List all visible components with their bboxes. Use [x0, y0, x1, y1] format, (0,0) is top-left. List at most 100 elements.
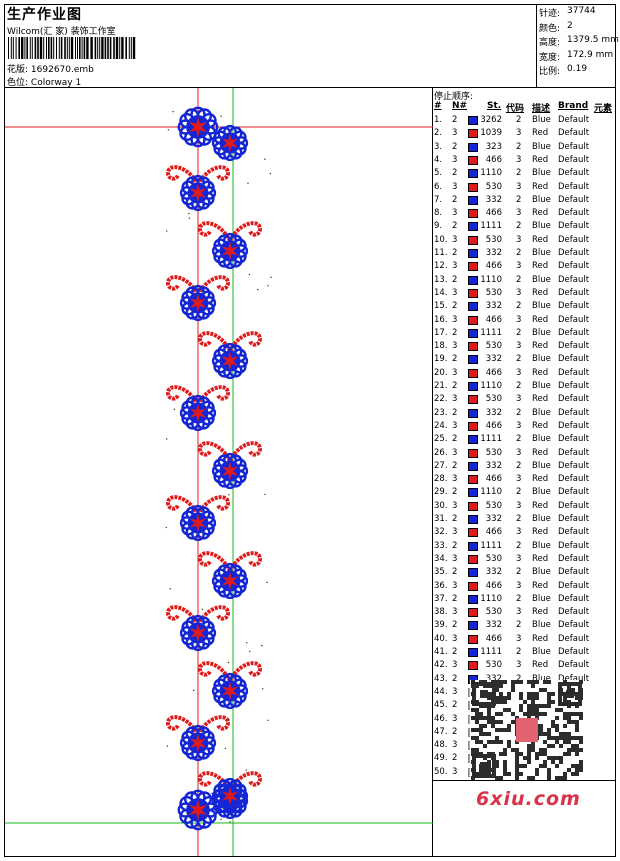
- row-needle: 2: [452, 194, 458, 205]
- table-row: 41. 2 1111 2 Blue Default: [432, 646, 616, 659]
- row-description: Blue: [532, 540, 551, 551]
- flower-motif-icon: [177, 789, 219, 831]
- row-brand: Default: [558, 420, 590, 431]
- row-number: 28.: [434, 474, 448, 485]
- stat-row: 针迹: 37744: [539, 6, 596, 19]
- row-brand: Default: [558, 301, 590, 312]
- row-number: 47.: [434, 726, 448, 737]
- row-number: 23.: [434, 407, 448, 418]
- row-brand: Default: [558, 394, 590, 405]
- table-row: 28. 3 466 3 Red Default: [432, 473, 616, 486]
- row-needle: 3: [452, 261, 458, 272]
- row-needle: 2: [452, 381, 458, 391]
- stat-label: 颜色:: [539, 23, 561, 34]
- row-stitches: 1111: [480, 540, 502, 551]
- row-description: Red: [532, 660, 549, 671]
- paisley-motif-icon: [197, 441, 263, 463]
- page-title: 生产作业图: [7, 7, 82, 23]
- row-code: 2: [516, 221, 522, 232]
- row-number: 24.: [434, 420, 448, 431]
- table-row: 6. 3 530 3 Red Default: [432, 181, 616, 194]
- table-row: 10. 3 530 3 Red Default: [432, 234, 616, 247]
- row-stitches: 530: [485, 660, 502, 671]
- color-swatch: [468, 275, 478, 285]
- color-swatch: [468, 222, 478, 232]
- row-brand: Default: [558, 673, 590, 684]
- row-stitches: 530: [485, 181, 502, 192]
- row-needle: 2: [452, 647, 458, 657]
- table-row: 14. 3 530 3 Red Default: [432, 287, 616, 300]
- row-needle: 2: [452, 673, 458, 684]
- row-description: Red: [532, 474, 549, 485]
- row-brand: Default: [558, 248, 590, 258]
- row-number: 6.: [434, 181, 443, 192]
- color-swatch: [468, 461, 478, 471]
- row-code: 2: [516, 354, 522, 365]
- header-divider: [4, 87, 616, 88]
- col-header-no: #: [434, 101, 442, 111]
- row-code: 3: [516, 447, 522, 458]
- table-row: 24. 3 466 3 Red Default: [432, 420, 616, 433]
- paisley-motif-icon: [165, 165, 231, 187]
- row-brand: Default: [558, 434, 590, 445]
- row-description: Red: [532, 208, 549, 219]
- color-swatch: [468, 209, 478, 219]
- row-number: 37.: [434, 593, 448, 604]
- stat-row: 宽度: 172.9 mm: [539, 50, 613, 63]
- row-description: Blue: [532, 620, 551, 631]
- row-description: Blue: [532, 407, 551, 418]
- stat-value: 37744: [567, 6, 596, 16]
- colorway-value: Colorway 1: [30, 78, 82, 88]
- color-swatch: [468, 488, 478, 498]
- row-stitches: 332: [485, 407, 502, 418]
- color-swatch: [468, 554, 478, 564]
- row-number: 43.: [434, 673, 448, 684]
- row-brand: Default: [558, 553, 590, 564]
- table-row: 16. 3 466 3 Red Default: [432, 314, 616, 327]
- row-description: Red: [532, 367, 549, 378]
- row-code: 3: [516, 287, 522, 298]
- row-brand: Default: [558, 660, 590, 671]
- paisley-motif-icon: [197, 221, 263, 243]
- color-swatch: [468, 501, 478, 511]
- row-stitches: 332: [485, 248, 502, 258]
- color-swatch: [468, 182, 478, 192]
- table-row: 26. 3 530 3 Red Default: [432, 447, 616, 460]
- row-brand: Default: [558, 633, 590, 644]
- row-description: Blue: [532, 194, 551, 205]
- row-brand: Default: [558, 341, 590, 352]
- row-number: 49.: [434, 753, 448, 764]
- row-description: Blue: [532, 115, 551, 125]
- row-stitches: 332: [485, 354, 502, 365]
- row-number: 20.: [434, 367, 448, 378]
- row-needle: 2: [452, 753, 458, 764]
- row-number: 39.: [434, 620, 448, 631]
- row-code: 3: [516, 607, 522, 618]
- row-needle: 2: [452, 248, 458, 258]
- row-brand: Default: [558, 327, 590, 338]
- color-swatch: [468, 448, 478, 458]
- row-code: 3: [516, 500, 522, 511]
- row-needle: 3: [452, 287, 458, 298]
- row-stitches: 332: [485, 673, 502, 684]
- row-brand: Default: [558, 314, 590, 325]
- row-description: Blue: [532, 354, 551, 365]
- color-swatch: [468, 382, 478, 391]
- row-brand: Default: [558, 460, 590, 471]
- row-brand: Default: [558, 580, 590, 591]
- row-brand: Default: [558, 115, 590, 125]
- row-description: Red: [532, 128, 549, 139]
- table-row: 12. 3 466 3 Red Default: [432, 260, 616, 273]
- row-stitches: 530: [485, 447, 502, 458]
- row-needle: 3: [452, 527, 458, 538]
- paisley-motif-icon: [197, 551, 263, 573]
- row-needle: 2: [452, 700, 458, 711]
- stat-value: 0.19: [567, 64, 588, 74]
- row-code: 3: [516, 128, 522, 139]
- stat-label: 针迹:: [539, 9, 561, 19]
- row-brand: Default: [558, 381, 590, 391]
- row-code: 2: [516, 194, 522, 205]
- row-brand: Default: [558, 354, 590, 365]
- color-swatch: [468, 195, 478, 205]
- row-number: 46.: [434, 713, 448, 724]
